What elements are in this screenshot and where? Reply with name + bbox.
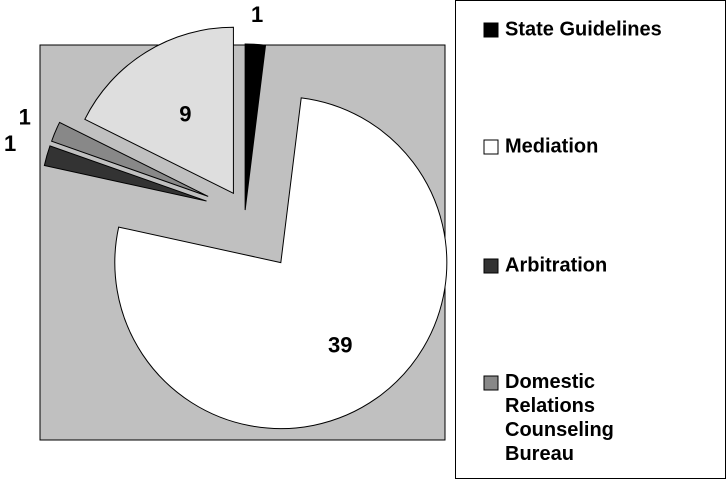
legend-swatch	[483, 139, 499, 155]
legend: State Guidelines Mediation Arbitration Dome…	[483, 18, 662, 465]
legend-swatch	[483, 22, 499, 38]
pie-slice	[43, 145, 207, 202]
data-label: 9	[179, 101, 191, 126]
pie-slice	[50, 121, 209, 197]
legend-label: State Guidelines	[505, 18, 662, 40]
data-label: 39	[328, 332, 352, 357]
legend-label: Arbitration	[505, 254, 607, 276]
legend-box	[455, 0, 726, 479]
legend-swatch	[483, 375, 499, 391]
legend-label: Domestic Relations Counseling Bureau	[505, 371, 614, 465]
pie-slice	[84, 26, 234, 195]
data-label: 1	[251, 2, 263, 27]
pie	[43, 26, 448, 430]
data-label: 1	[19, 105, 31, 130]
legend-label: Mediation	[505, 135, 598, 157]
pie-slice	[114, 97, 448, 430]
pie-slice	[244, 43, 267, 211]
data-label: 1	[4, 131, 16, 156]
legend-swatch	[483, 258, 499, 274]
